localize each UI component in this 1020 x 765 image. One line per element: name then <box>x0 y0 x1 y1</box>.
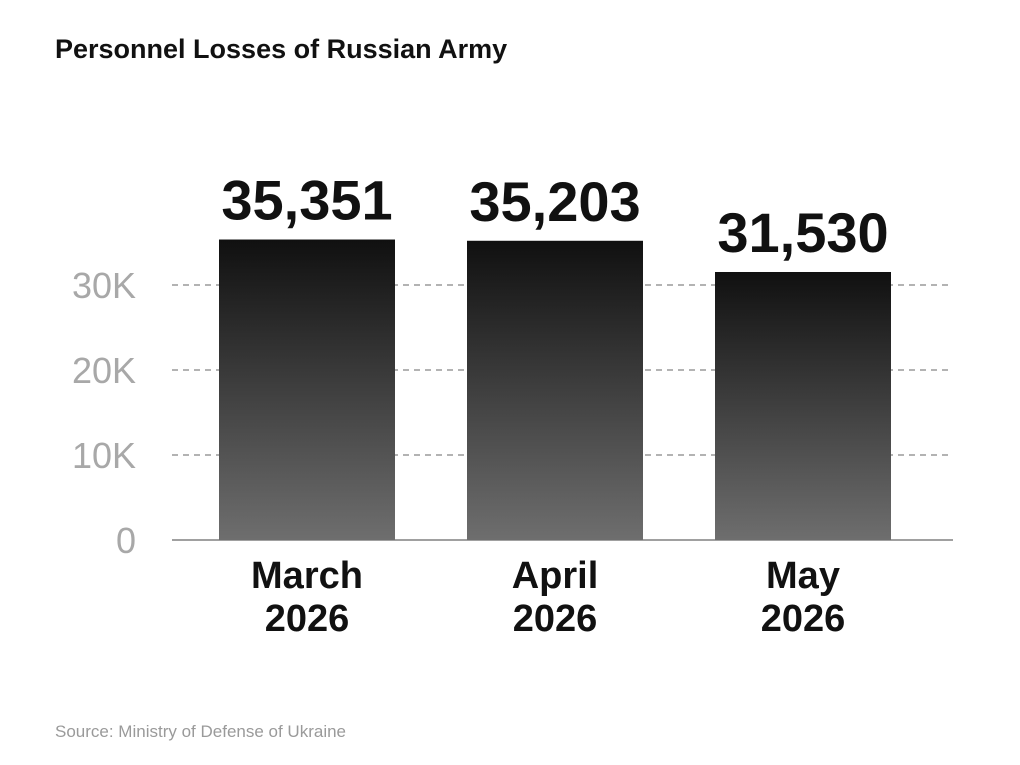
source-note: Source: Ministry of Defense of Ukraine <box>55 722 347 741</box>
y-tick-label: 20K <box>72 350 136 391</box>
bar <box>467 240 643 540</box>
bar-value-label: 35,203 <box>469 170 640 233</box>
bar-chart: 010K20K30K35,351March202635,203April2026… <box>72 169 953 640</box>
bars <box>219 239 891 541</box>
x-tick-label: March <box>251 555 363 597</box>
x-tick-label: April <box>512 555 599 597</box>
y-tick-label: 0 <box>116 520 136 561</box>
y-tick-label: 30K <box>72 265 136 306</box>
x-tick-label-year: 2026 <box>265 598 350 640</box>
bar-value-label: 31,530 <box>717 201 888 264</box>
x-tick-label: May <box>766 555 840 597</box>
y-tick-label: 10K <box>72 435 136 476</box>
bar <box>219 239 395 541</box>
labels: 010K20K30K35,351March202635,203April2026… <box>72 169 889 640</box>
chart-title: Personnel Losses of Russian Army <box>55 34 508 64</box>
x-tick-label-year: 2026 <box>761 598 846 640</box>
bar <box>715 271 891 540</box>
bar-value-label: 35,351 <box>221 169 392 232</box>
x-tick-label-year: 2026 <box>513 598 598 640</box>
